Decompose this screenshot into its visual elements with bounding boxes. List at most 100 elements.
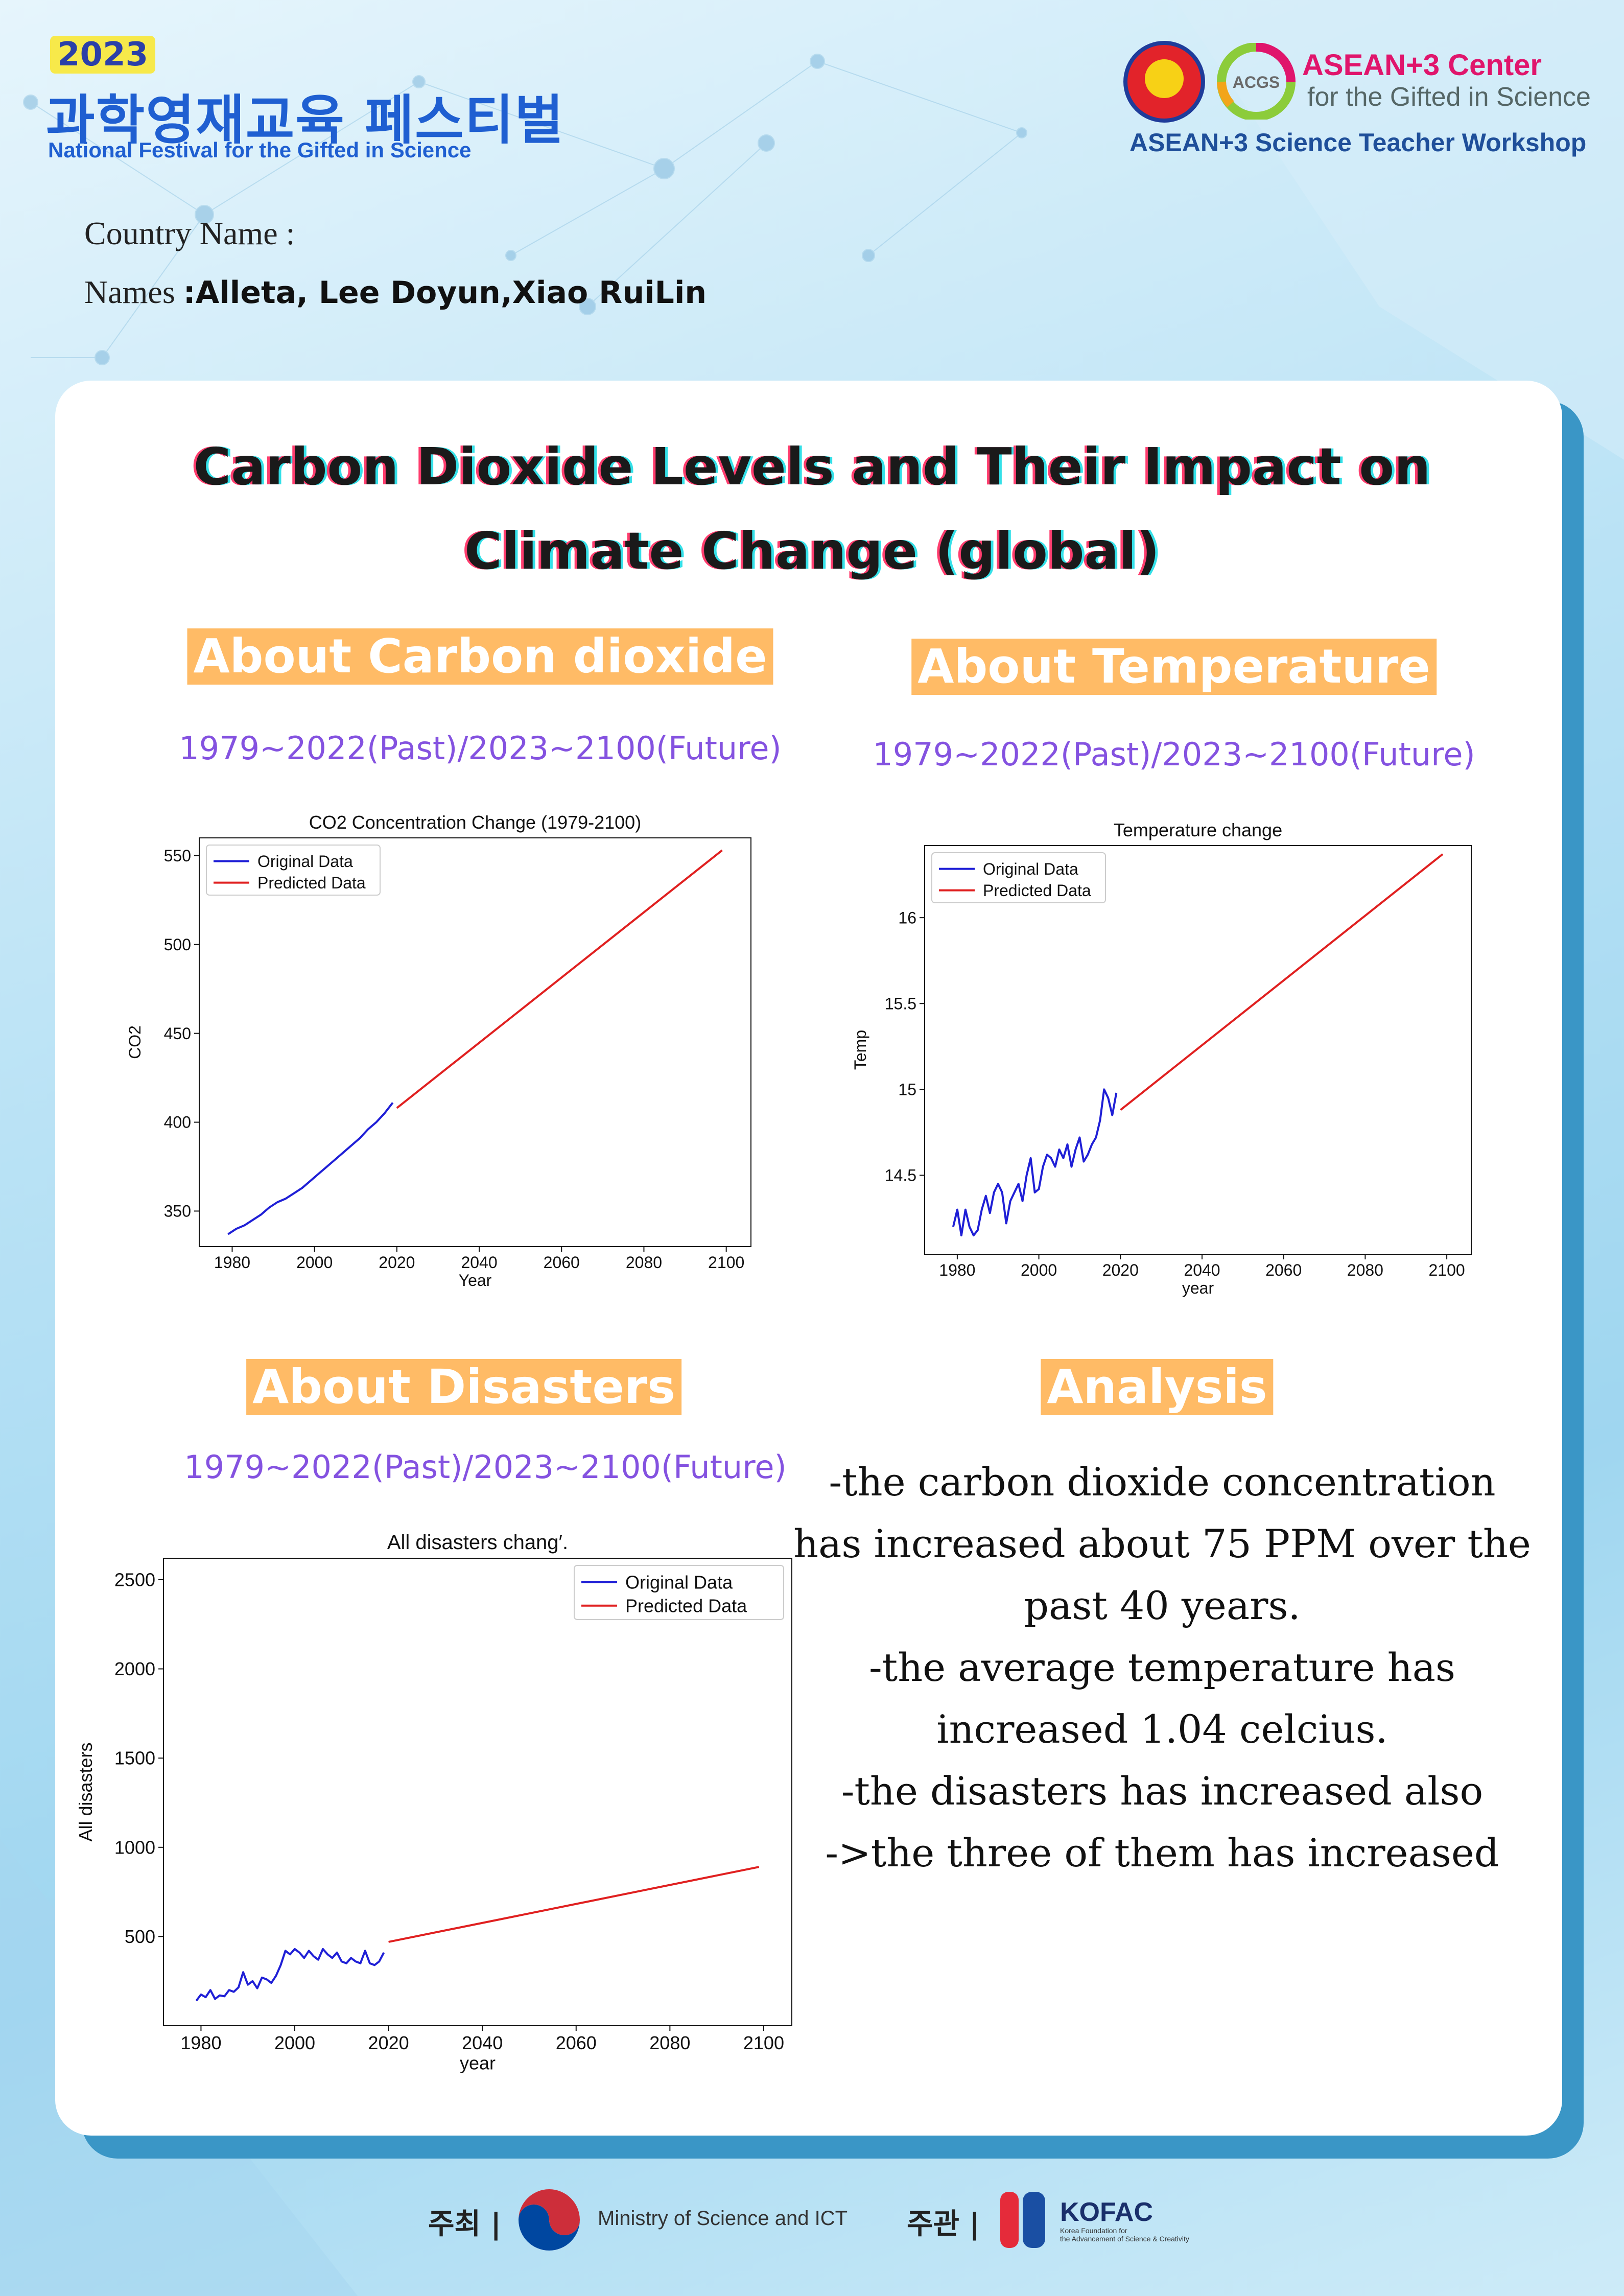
x-tick-label: 2020 [368,2032,409,2053]
x-tick-label: 2060 [544,1253,580,1272]
y-axis-label: All disasters [75,1742,96,1841]
header: 2023 과학영재교육 페스티벌 National Festival for t… [0,0,1624,378]
host-label: 주최 | [428,2208,501,2241]
analysis-line: increased 1.04 celcius. [936,1706,1388,1752]
x-tick-label: 2000 [1021,1261,1057,1279]
y-tick-label: 15 [898,1081,916,1099]
y-tick-label: 350 [164,1202,191,1221]
y-tick-label: 400 [164,1113,191,1132]
x-tick-label: 2000 [274,2032,315,2053]
analysis-line: -the carbon dioxide concentration [829,1459,1496,1505]
y-tick-label: 450 [164,1024,191,1043]
x-tick-label: 2080 [626,1253,662,1272]
y-tick-label: 14.5 [885,1166,916,1185]
y-tick-label: 1500 [114,1748,155,1769]
chart-title: CO2 Concentration Change (1979-2100) [309,812,641,833]
temperature-chart: Temperature change 1980 2000 2020 2040 2060 20… [851,819,1472,1297]
y-tick-label: 500 [125,1926,155,1947]
series-line-predicted-data [388,1866,760,1943]
acgs-logo-icon: ACGS [1217,43,1296,120]
acgs-name: ASEAN+3 Center [1302,49,1542,82]
y-tick-label: 2000 [114,1658,155,1679]
analysis-line: past 40 years. [1024,1583,1301,1628]
legend-box [574,1565,784,1620]
heading-disasters: About Disasters [246,1359,681,1415]
x-tick-label: 2100 [1428,1261,1465,1279]
organizer-subtitle-line: the Advancement of Science & Creativity [1060,2235,1189,2243]
x-tick-label: 2100 [708,1253,744,1272]
y-tick-label: 16 [898,908,916,927]
x-tick-label: 2040 [462,2032,503,2053]
heading-analysis: Analysis [1041,1359,1274,1415]
y-tick-label: 500 [164,935,191,954]
series-line-predicted-data [1120,853,1444,1111]
legend-label: Predicted Data [625,1595,747,1616]
legend-box [931,852,1106,903]
legend-label: Original Data [983,860,1078,878]
poster-title-line2: Climate Change (global) [464,521,1160,581]
names-line: Names :Alleta, Lee Doyun,Xiao RuiLin [84,273,707,311]
subheading-disasters: 1979~2022(Past)/2023~2100(Future) [184,1448,787,1486]
poster-title-line1: Carbon Dioxide Levels and Their Impact o… [193,437,1431,497]
x-tick-label: 2020 [1102,1261,1139,1279]
x-tick-label: 1980 [214,1253,250,1272]
plot-frame [199,837,751,1247]
y-tick-label: 2500 [114,1569,155,1590]
x-tick-label: 2080 [1347,1261,1383,1279]
y-tick-label: 550 [164,847,191,865]
disasters-chart: All disasters chang′. 1980 2000 2020 2040 206… [75,1531,792,2074]
subheading-co2: 1979~2022(Past)/2023~2100(Future) [179,730,782,767]
legend-label: Predicted Data [257,874,366,892]
x-tick-label: 2040 [461,1253,497,1272]
x-tick-label: 1980 [180,2032,221,2053]
analysis-line: ->the three of them has increased [825,1830,1499,1876]
legend-label: Predicted Data [983,881,1091,900]
asean-emblem-icon [1123,41,1205,123]
plot-frame [924,845,1472,1255]
x-tick-label: 2020 [379,1253,415,1272]
series-line-original-data [227,1102,394,1235]
x-axis-label: year [460,2053,496,2074]
series-line-original-data [952,1088,1118,1236]
y-tick-label: 1000 [114,1837,155,1858]
legend-label: Original Data [257,852,353,871]
analysis-line: -the average temperature has [868,1645,1455,1690]
x-tick-label: 1980 [939,1261,975,1279]
y-tick-label: 15.5 [885,994,916,1013]
organizer-label: 주관 | [907,2208,980,2241]
footer: 주최 | Ministry of Science and ICT 주관 | KO… [0,2171,1624,2274]
x-tick-label: 2100 [743,2032,784,2053]
chart-title: Temperature change [1114,819,1282,840]
heading-temperature: About Temperature [911,639,1437,695]
legend-box [206,845,381,896]
series-line-original-data [195,1948,385,2002]
plot-frame [163,1558,792,2026]
x-tick-label: 2080 [649,2032,690,2053]
organizer-subtitle: Korea Foundation for the Advancement of … [1060,2227,1189,2243]
y-axis-label: Temp [851,1030,869,1070]
festival-title-korean: 과학영재교육 페스티벌 [46,89,565,151]
organizer-name: KOFAC [1060,2197,1153,2227]
heading-co2: About Carbon dioxide [187,628,773,685]
msit-emblem-icon [519,2189,580,2251]
chart-title: All disasters chang′. [387,1531,568,1554]
subheading-temperature: 1979~2022(Past)/2023~2100(Future) [873,736,1475,773]
analysis-line: -the disasters has increased also [841,1768,1484,1814]
analysis-text: -the carbon dioxide concentration has in… [787,1451,1538,1884]
legend-label: Original Data [625,1572,733,1592]
acgs-subtitle: for the Gifted in Science [1307,82,1591,112]
x-axis-label: Year [459,1271,492,1290]
x-axis-label: year [1182,1279,1214,1297]
x-tick-label: 2040 [1184,1261,1220,1279]
co2-chart: CO2 Concentration Change (1979-2100) 1980… [126,812,751,1290]
host-name: Ministry of Science and ICT [598,2207,848,2230]
analysis-line: has increased about 75 PPM over the [793,1521,1531,1566]
series-line-predicted-data [396,849,723,1109]
x-tick-label: 2060 [556,2032,597,2053]
names-label: Names [84,274,175,310]
country-label: Country Name : [84,215,295,251]
festival-year: 2023 [50,36,156,74]
organizer-subtitle-line: Korea Foundation for [1060,2227,1127,2235]
festival-title-english: National Festival for the Gifted in Scie… [48,138,472,162]
workshop-title: ASEAN+3 Science Teacher Workshop [1129,128,1587,157]
